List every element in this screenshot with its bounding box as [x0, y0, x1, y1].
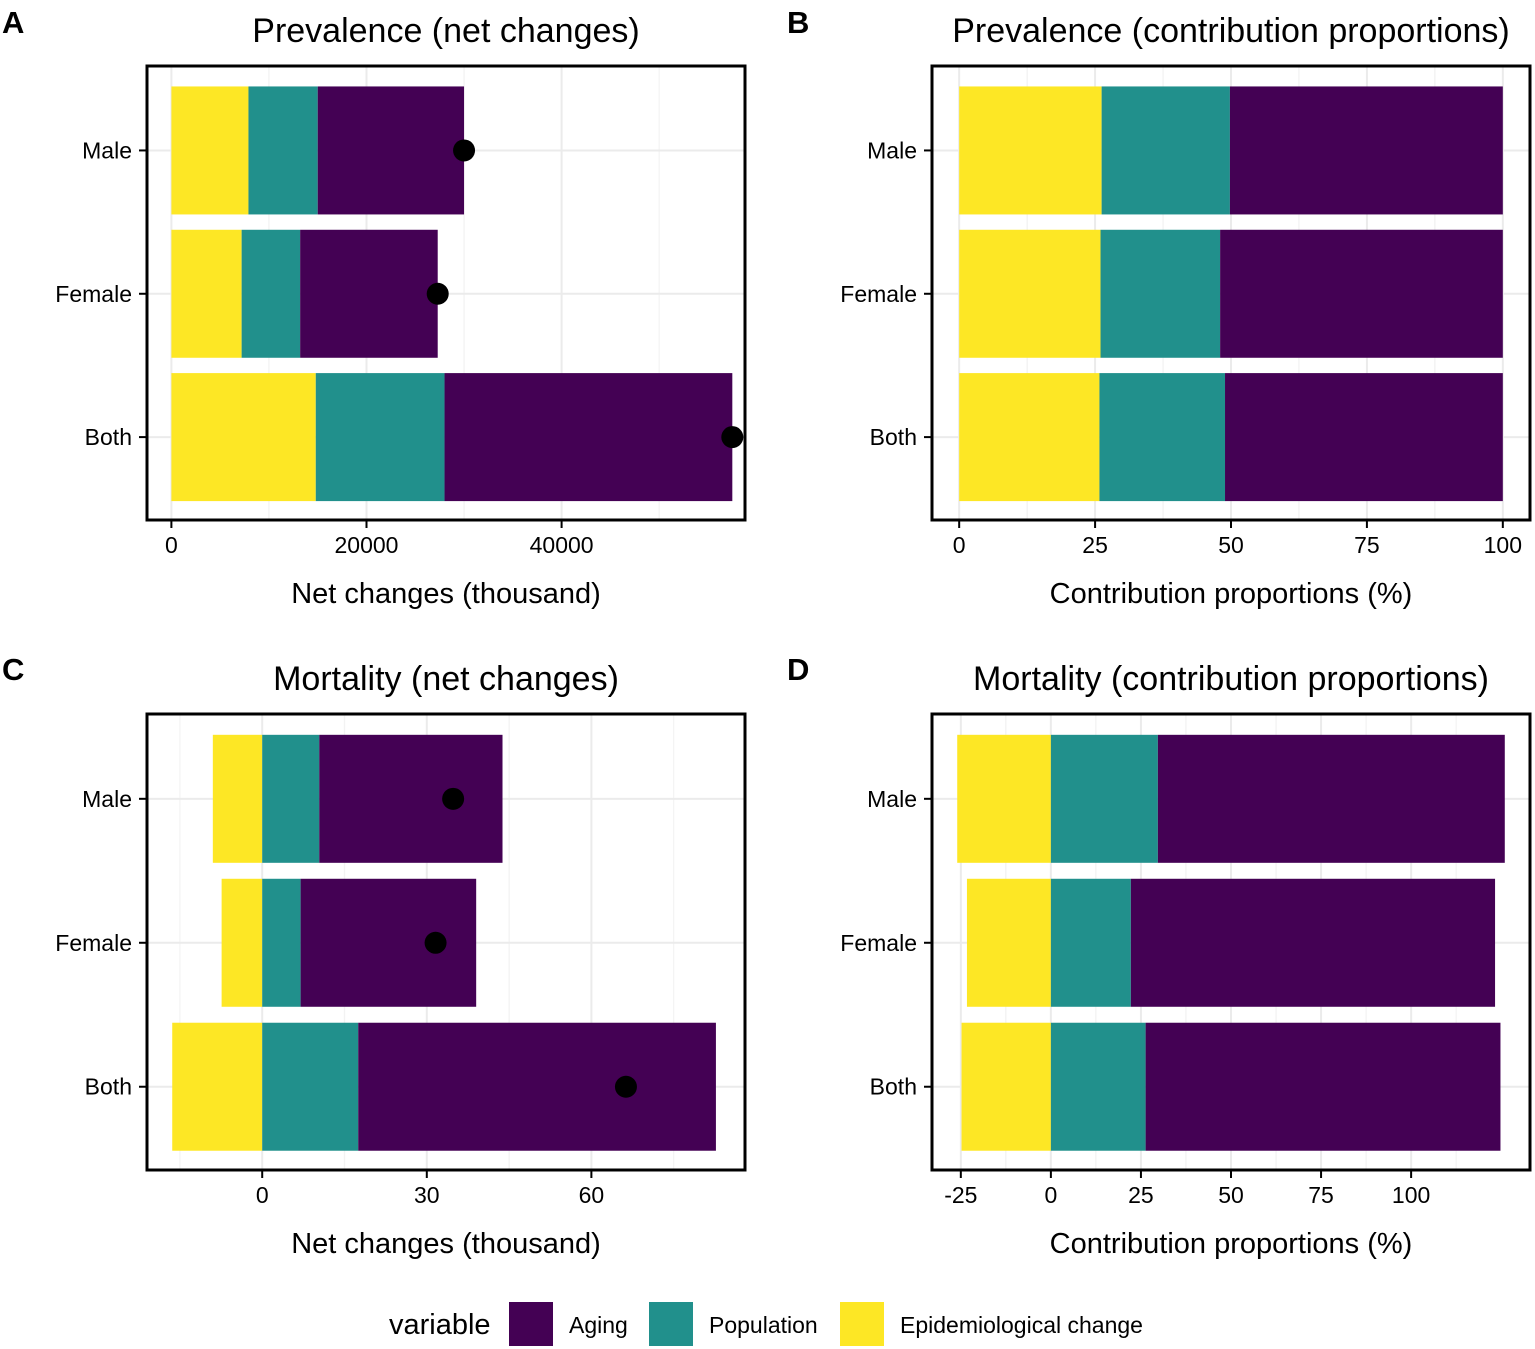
y-tick-label-male: Male	[82, 786, 132, 812]
x-axis-label: Net changes (thousand)	[291, 1228, 601, 1260]
panel-d: D Mortality (contribution proportions) Mal…	[787, 652, 1532, 1260]
panel-letter: B	[787, 5, 809, 40]
bar-both-population	[262, 1022, 359, 1151]
x-tick-label: 50	[1218, 1182, 1244, 1208]
bar-female-aging	[300, 229, 438, 358]
bar-male-epidemiological-change	[959, 86, 1102, 215]
bar-male-population	[262, 734, 320, 863]
bar-female-population	[262, 878, 301, 1007]
bar-male-population	[1101, 86, 1230, 215]
y-tick-label-both: Both	[870, 1074, 917, 1100]
legend-title: variable	[389, 1309, 491, 1341]
x-axis-label: Net changes (thousand)	[291, 578, 601, 610]
panel-title: Prevalence (contribution proportions)	[952, 12, 1510, 50]
x-tick-label: 0	[165, 532, 178, 558]
bar-both-epidemiological-change	[959, 373, 1100, 502]
panel-letter: D	[787, 652, 809, 687]
panels: A Prevalence (net changes) Male Female Both 0…	[2, 5, 1532, 1260]
x-tick-label: 50	[1218, 532, 1244, 558]
bar-female-epidemiological-change	[959, 229, 1101, 358]
bar-male-epidemiological-change	[171, 86, 249, 215]
bar-both-epidemiological-change	[171, 373, 316, 502]
legend-label-epidemiological-change: Epidemiological change	[900, 1312, 1143, 1338]
bar-female-aging	[1220, 229, 1503, 358]
bar-both-aging	[358, 1022, 716, 1151]
x-tick-label: 0	[256, 1182, 269, 1208]
x-axis-label: Contribution proportions (%)	[1050, 578, 1413, 610]
bar-both-aging	[444, 373, 733, 502]
x-tick-label: 100	[1392, 1182, 1430, 1208]
y-tick-label-both: Both	[85, 1074, 132, 1100]
net-point-female	[426, 282, 449, 305]
x-tick-label: 100	[1484, 532, 1522, 558]
y-tick-label-male: Male	[867, 137, 917, 163]
x-tick-label: 20000	[335, 532, 399, 558]
y-tick-label-female: Female	[55, 281, 132, 307]
legend-key-epidemiological-change	[840, 1302, 884, 1346]
y-tick-label-both: Both	[85, 424, 132, 450]
legend-label-population: Population	[709, 1312, 818, 1338]
bar-male-epidemiological-change	[957, 734, 1051, 863]
x-tick-label: 60	[579, 1182, 605, 1208]
panel-a: A Prevalence (net changes) Male Female Both 0…	[2, 5, 747, 610]
panel-title: Mortality (net changes)	[273, 660, 619, 698]
bar-both-population	[315, 373, 445, 502]
bar-both-population	[1050, 1022, 1146, 1151]
y-tick-label-male: Male	[867, 786, 917, 812]
bar-female-aging	[1130, 878, 1496, 1007]
bar-female-population	[241, 229, 301, 358]
x-tick-label: 40000	[530, 532, 594, 558]
panel-frame	[145, 64, 747, 522]
panel-letter: A	[2, 5, 24, 40]
bar-both-epidemiological-change	[961, 1022, 1051, 1151]
legend: variable Aging Population Epidemiologica…	[389, 1302, 1143, 1346]
y-tick-label-both: Both	[870, 424, 917, 450]
bar-male-epidemiological-change	[212, 734, 263, 863]
bar-male-aging	[1229, 86, 1503, 215]
legend-key-aging	[509, 1302, 553, 1346]
y-tick-label-male: Male	[82, 137, 132, 163]
bar-male-population	[1050, 734, 1158, 863]
panel-c: C Mortality (net changes) Male Female Both 0 3…	[2, 652, 747, 1260]
bar-male-population	[248, 86, 318, 215]
bar-both-epidemiological-change	[172, 1022, 263, 1151]
panel-letter: C	[2, 652, 24, 687]
panel-title: Mortality (contribution proportions)	[973, 660, 1489, 698]
panel-title: Prevalence (net changes)	[252, 12, 639, 50]
net-point-both	[721, 426, 744, 449]
x-tick-label: 75	[1308, 1182, 1334, 1208]
bar-male-aging	[1157, 734, 1505, 863]
bar-female-epidemiological-change	[171, 229, 242, 358]
bar-both-aging	[1145, 1022, 1501, 1151]
bar-female-aging	[300, 878, 477, 1007]
y-tick-label-female: Female	[55, 930, 132, 956]
x-tick-label: 25	[1082, 532, 1108, 558]
bar-female-population	[1050, 878, 1131, 1007]
legend-label-aging: Aging	[569, 1312, 628, 1338]
x-tick-label: 0	[953, 532, 966, 558]
y-tick-label-female: Female	[840, 930, 917, 956]
x-tick-label: 25	[1128, 1182, 1154, 1208]
x-tick-label: 30	[414, 1182, 440, 1208]
bar-female-epidemiological-change	[966, 878, 1051, 1007]
bar-female-epidemiological-change	[221, 878, 263, 1007]
x-tick-label: -25	[944, 1182, 977, 1208]
panel-b: B Prevalence (contribution proportions) Ma…	[787, 5, 1532, 610]
net-point-male	[442, 787, 465, 810]
panel-frame	[145, 712, 747, 1172]
legend-key-population	[649, 1302, 693, 1346]
bar-male-aging	[317, 86, 465, 215]
bar-both-population	[1099, 373, 1226, 502]
net-point-female	[424, 931, 447, 954]
net-point-male	[453, 139, 476, 162]
bar-female-population	[1100, 229, 1221, 358]
x-tick-label: 75	[1354, 532, 1380, 558]
net-point-both	[614, 1075, 637, 1098]
x-tick-label: 0	[1044, 1182, 1057, 1208]
x-axis-label: Contribution proportions (%)	[1050, 1228, 1413, 1260]
bar-male-aging	[319, 734, 503, 863]
bar-both-aging	[1225, 373, 1503, 502]
y-tick-label-female: Female	[840, 281, 917, 307]
